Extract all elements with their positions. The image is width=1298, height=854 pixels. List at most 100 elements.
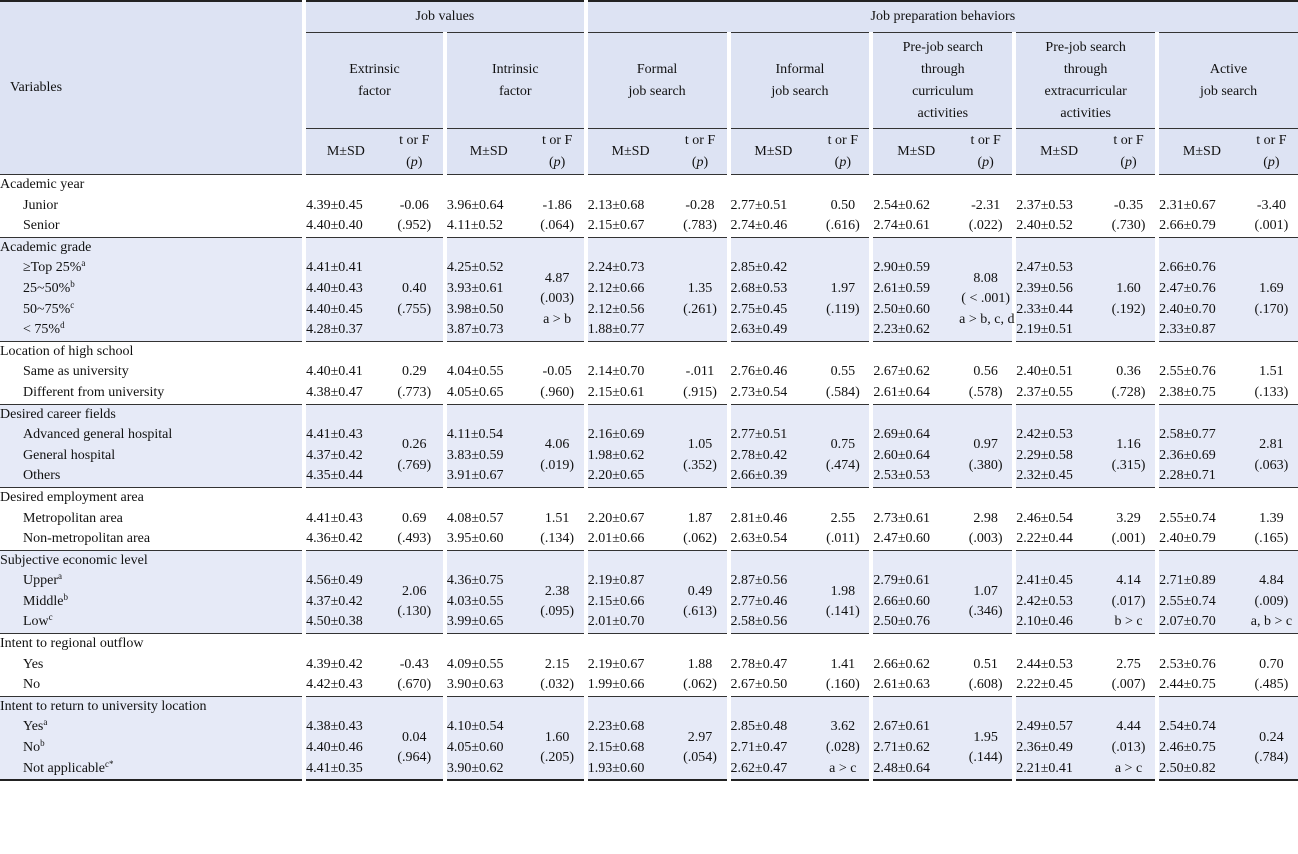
tf-value: (.755)	[397, 301, 432, 317]
tf-value: (.134)	[540, 531, 575, 547]
msd-value: 2.40±0.51	[1016, 364, 1073, 380]
msd-cell: 4.10±0.54 4.05±0.60 3.90±0.62	[442, 695, 531, 782]
variable-title: Location of high school	[0, 343, 134, 359]
msd-cell: 2.31±0.67 2.66±0.79	[1155, 174, 1245, 238]
variable-title: Academic year	[0, 177, 85, 192]
msd-value: 2.81±0.46	[730, 510, 788, 526]
msd-value: 2.16±0.69	[587, 427, 645, 443]
tf-value: 0.24	[1259, 729, 1284, 745]
msd-value: 2.68±0.53	[730, 280, 788, 296]
tf-value: a > b, c, d	[959, 311, 1015, 327]
msd-value: 2.66±0.79	[1159, 218, 1216, 234]
item-superscript: a	[43, 717, 48, 728]
msd-value: 2.78±0.47	[730, 656, 788, 672]
msd-value: 2.21±0.41	[1016, 760, 1073, 776]
msd-value: 4.56±0.49	[306, 573, 363, 589]
msd-value: 2.32±0.45	[1016, 468, 1073, 484]
variable-title: Intent to return to university location	[0, 698, 207, 714]
msd-value: 2.10±0.46	[1016, 614, 1073, 630]
variable-item-label: General hospital	[23, 447, 116, 463]
variable-cell: Location of high school Same as universit…	[0, 340, 305, 405]
msd-value: 3.91±0.67	[446, 468, 504, 484]
tf-cell: 0.55 (.584)	[816, 340, 872, 405]
variable-item-label: Senior	[23, 218, 60, 234]
tf-value: (.141)	[825, 604, 860, 620]
msd-cell: 4.04±0.55 4.05±0.65	[442, 340, 531, 405]
msd-cell: 2.85±0.42 2.68±0.53 2.75±0.45 2.63±0.49	[726, 236, 817, 342]
variable-item-label: No	[23, 740, 41, 756]
tf-cell: 1.41 (.160)	[816, 633, 872, 697]
msd-value: 3.96±0.64	[446, 197, 504, 213]
msd-cell: 2.55±0.76 2.38±0.75	[1155, 340, 1245, 405]
msd-value: 2.71±0.47	[730, 740, 788, 756]
tf-value: (.730)	[1111, 218, 1146, 234]
column-header-line: extracurricular	[1044, 83, 1127, 99]
tf-cell: 2.55 (.011)	[816, 486, 872, 551]
msd-value: 2.75±0.45	[730, 301, 788, 317]
msd-value: 2.63±0.49	[730, 322, 788, 338]
tf-header: t or F (p)	[1245, 129, 1298, 175]
msd-value: 2.71±0.62	[873, 740, 931, 756]
msd-cell: 2.79±0.61 2.66±0.60 2.50±0.76	[869, 549, 960, 634]
msd-value: 2.79±0.61	[873, 573, 931, 589]
p-italic: p	[1267, 154, 1275, 170]
tf-cell: 1.60 (.192)	[1101, 236, 1158, 342]
msd-value: 4.38±0.43	[306, 719, 363, 735]
variable-item: 50~75%c	[0, 300, 302, 321]
column-header-line: through	[921, 61, 965, 77]
tf-value: (.485)	[1254, 677, 1289, 693]
tf-value: 1.51	[544, 510, 570, 526]
msd-value: 2.54±0.62	[873, 197, 931, 213]
msd-value: 4.40±0.41	[306, 364, 363, 380]
tf-cell: 0.69 (.493)	[385, 486, 445, 551]
tf-label: t or F	[399, 132, 430, 148]
tf-cell: 2.75 (.007)	[1101, 633, 1158, 697]
tf-value: (.019)	[540, 458, 575, 474]
tf-value: (.315)	[1111, 458, 1146, 474]
tf-value: (.380)	[968, 458, 1003, 474]
tf-cell: 0.49 (.613)	[673, 549, 729, 634]
tf-cell: 0.75 (.474)	[816, 403, 872, 488]
msd-value: 4.10±0.54	[446, 719, 504, 735]
p-open: (	[548, 154, 554, 170]
msd-value: 2.15±0.61	[587, 384, 645, 400]
tf-value: -0.35	[1113, 197, 1144, 213]
msd-value: 2.60±0.64	[873, 447, 931, 463]
msd-value: 4.09±0.55	[446, 656, 504, 672]
msd-value: 2.58±0.77	[1159, 427, 1216, 443]
variable-item-label: Yes	[23, 656, 44, 672]
msd-cell: 2.19±0.87 2.15±0.66 2.01±0.70	[583, 549, 674, 634]
p-label: (p)	[673, 152, 726, 174]
item-superscript: b	[40, 738, 45, 749]
tf-value: (.001)	[1111, 531, 1146, 547]
variable-cell: Desired career fields Advanced general ho…	[0, 403, 305, 488]
p-open: (	[1263, 154, 1268, 170]
tf-cell: -1.86 (.064)	[530, 174, 586, 238]
p-italic: p	[982, 154, 990, 170]
variable-item: Lowc	[0, 612, 302, 633]
tf-value: (.007)	[1111, 677, 1146, 693]
table-header: Variables Job values Job preparation beh…	[0, 1, 1298, 175]
table-row: Subjective economic level Uppera Middleb Lo…	[0, 549, 1298, 634]
msd-cell: 2.81±0.46 2.63±0.54	[726, 486, 817, 551]
tf-cell: 8.08 ( < .001) a > b, c, d	[959, 236, 1015, 342]
tf-value: (.054)	[683, 750, 717, 766]
variable-item: Not applicablec*	[0, 759, 302, 780]
table-row: Intent to return to university location Y…	[0, 695, 1298, 782]
tf-cell: 1.69 (.170)	[1244, 236, 1298, 342]
p-italic: p	[1125, 154, 1133, 170]
tf-cell: 0.29 (.773)	[385, 340, 445, 405]
msd-cell: 2.49±0.57 2.36±0.49 2.21±0.41	[1012, 695, 1102, 782]
tf-cell: -3.40 (.001)	[1244, 174, 1298, 238]
variable-item: Uppera	[0, 571, 302, 592]
tf-cell: 1.39 (.165)	[1244, 486, 1298, 551]
tf-cell: -0.06 (.952)	[385, 174, 445, 238]
tf-value: a > c	[1114, 760, 1143, 776]
msd-value: 3.83±0.59	[446, 447, 504, 463]
item-superscript: a	[58, 571, 62, 582]
tf-value: 4.84	[1259, 573, 1284, 589]
variable-title: Academic grade	[0, 239, 92, 255]
msd-cell: 2.67±0.61 2.71±0.62 2.48±0.64	[869, 695, 960, 782]
column-header-line: Intrinsic	[491, 61, 539, 77]
tf-value: a, b > c	[1250, 614, 1293, 630]
